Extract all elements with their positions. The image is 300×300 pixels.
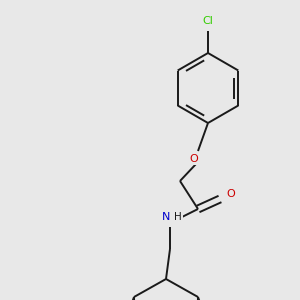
Text: O: O bbox=[190, 154, 198, 164]
Text: Cl: Cl bbox=[202, 16, 213, 26]
Text: N: N bbox=[162, 212, 170, 222]
Text: O: O bbox=[226, 189, 236, 199]
Text: H: H bbox=[174, 212, 182, 222]
